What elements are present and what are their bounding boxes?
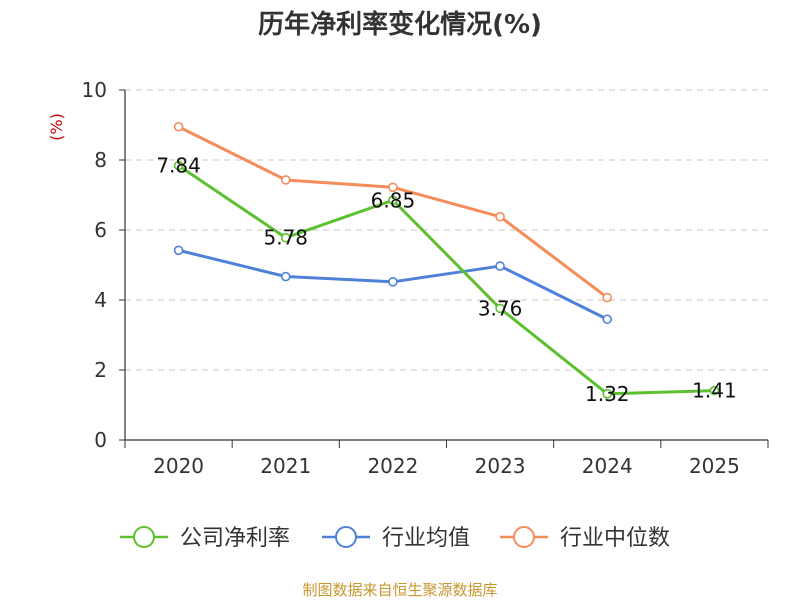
y-tick-label: 10 bbox=[82, 78, 107, 102]
x-tick-label: 2020 bbox=[153, 454, 204, 478]
legend[interactable]: 公司净利率 行业均值 行业中位数 bbox=[120, 526, 670, 551]
data-point[interactable] bbox=[495, 211, 505, 222]
chart-title: 历年净利率变化情况(%) bbox=[258, 9, 542, 40]
data-point[interactable] bbox=[280, 271, 291, 282]
series-0 bbox=[173, 160, 720, 399]
data-point[interactable] bbox=[709, 385, 720, 396]
axes: 0 2 4 6 8 10 2020 2021 2022 2023 2024 2025 bbox=[82, 78, 769, 478]
legend-label: 行业均值 bbox=[382, 526, 470, 551]
data-label: 7.84 bbox=[156, 154, 201, 178]
legend-marker-icon bbox=[513, 526, 535, 548]
data-point[interactable] bbox=[388, 276, 398, 287]
legend-item[interactable]: 公司净利率 bbox=[120, 526, 290, 551]
data-point[interactable] bbox=[495, 303, 505, 314]
data-point[interactable] bbox=[602, 314, 613, 325]
x-tick-label: 2022 bbox=[367, 454, 418, 478]
data-point[interactable] bbox=[280, 232, 291, 243]
series-1 bbox=[173, 245, 613, 325]
legend-item[interactable]: 行业均值 bbox=[322, 526, 470, 551]
data-label: 6.85 bbox=[371, 188, 416, 212]
data-point[interactable] bbox=[280, 175, 291, 185]
legend-marker-icon bbox=[335, 526, 357, 548]
legend-label: 公司净利率 bbox=[180, 526, 290, 551]
y-tick-label: 6 bbox=[94, 218, 107, 242]
data-label: 1.41 bbox=[692, 379, 737, 403]
x-tick-label: 2021 bbox=[260, 454, 311, 478]
data-label: 5.78 bbox=[263, 226, 308, 250]
series-line bbox=[177, 164, 715, 396]
data-point[interactable] bbox=[173, 160, 184, 171]
y-tick-label: 0 bbox=[94, 428, 107, 452]
series-2 bbox=[173, 121, 613, 303]
x-tick-label: 2023 bbox=[475, 454, 526, 478]
legend-label: 行业中位数 bbox=[560, 526, 670, 551]
data-point[interactable] bbox=[173, 121, 184, 132]
series-lines bbox=[173, 121, 720, 399]
grid-lines bbox=[125, 89, 768, 371]
y-tick-label: 4 bbox=[94, 288, 107, 312]
y-tick-label: 8 bbox=[94, 148, 107, 172]
data-source-note: 制图数据来自恒生聚源数据库 bbox=[302, 581, 497, 599]
data-point[interactable] bbox=[388, 195, 398, 206]
data-label: 3.76 bbox=[478, 296, 523, 320]
y-axis-unit: (%) bbox=[47, 113, 66, 141]
y-tick-label: 2 bbox=[94, 358, 107, 382]
data-label: 1.32 bbox=[585, 382, 630, 406]
x-tick-label: 2024 bbox=[582, 454, 633, 478]
data-point[interactable] bbox=[495, 261, 505, 271]
data-point[interactable] bbox=[602, 292, 613, 303]
data-point[interactable] bbox=[388, 182, 398, 193]
data-point[interactable] bbox=[173, 245, 184, 256]
data-point[interactable] bbox=[602, 388, 613, 399]
legend-marker-icon bbox=[133, 526, 155, 548]
data-labels: 7.84 5.78 6.85 3.76 1.32 1.41 bbox=[156, 154, 736, 406]
x-tick-label: 2025 bbox=[689, 454, 740, 478]
legend-item[interactable]: 行业中位数 bbox=[500, 526, 670, 551]
